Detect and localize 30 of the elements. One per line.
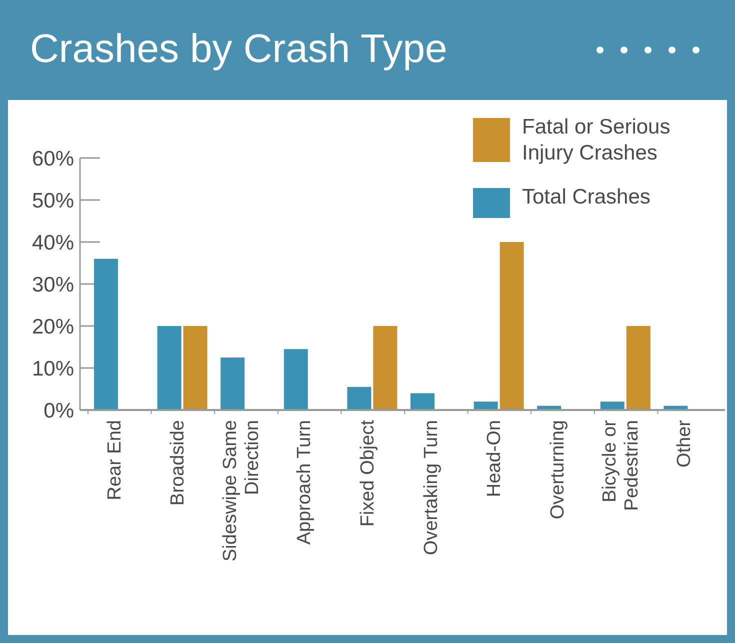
x-tick-label: Approach Turn: [294, 420, 316, 545]
y-tick-label: 40%: [32, 231, 74, 254]
bar: [94, 258, 118, 410]
y-tick-label: 10%: [32, 357, 74, 380]
bar: [347, 386, 372, 410]
y-tick-label: 0%: [44, 399, 74, 422]
x-tick-label: Broadside: [168, 420, 189, 506]
bar: [157, 326, 182, 410]
legend-label: Total Crashes: [522, 185, 650, 208]
y-tick-label: 30%: [32, 273, 74, 296]
chart-title: Crashes by Crash Type: [30, 27, 448, 71]
bar: [626, 326, 650, 410]
x-tick-label: Sideswipe Same Direction: [220, 420, 263, 562]
y-tick-label: 50%: [32, 189, 74, 212]
y-tick-label: 20%: [32, 315, 74, 338]
bar: [183, 326, 208, 410]
bar: [373, 326, 398, 410]
bar: [410, 393, 434, 410]
legend-label: Fatal or Serious Injury Crashes: [522, 115, 670, 165]
x-tick-label: Fixed Object: [358, 419, 378, 527]
bar: [284, 349, 308, 410]
x-tick-label: Head-On: [484, 420, 506, 498]
bar: [220, 358, 245, 410]
bar: [500, 242, 524, 410]
x-tick-label: Overturning: [547, 420, 568, 520]
x-tick-label: Overtaking Turn: [420, 420, 442, 556]
x-tick-label: Bicycle or Pedestrian: [600, 419, 643, 511]
x-tick-label: Other: [674, 419, 695, 468]
x-tick-label: Rear End: [104, 420, 126, 500]
y-tick-label: 60%: [32, 147, 74, 170]
